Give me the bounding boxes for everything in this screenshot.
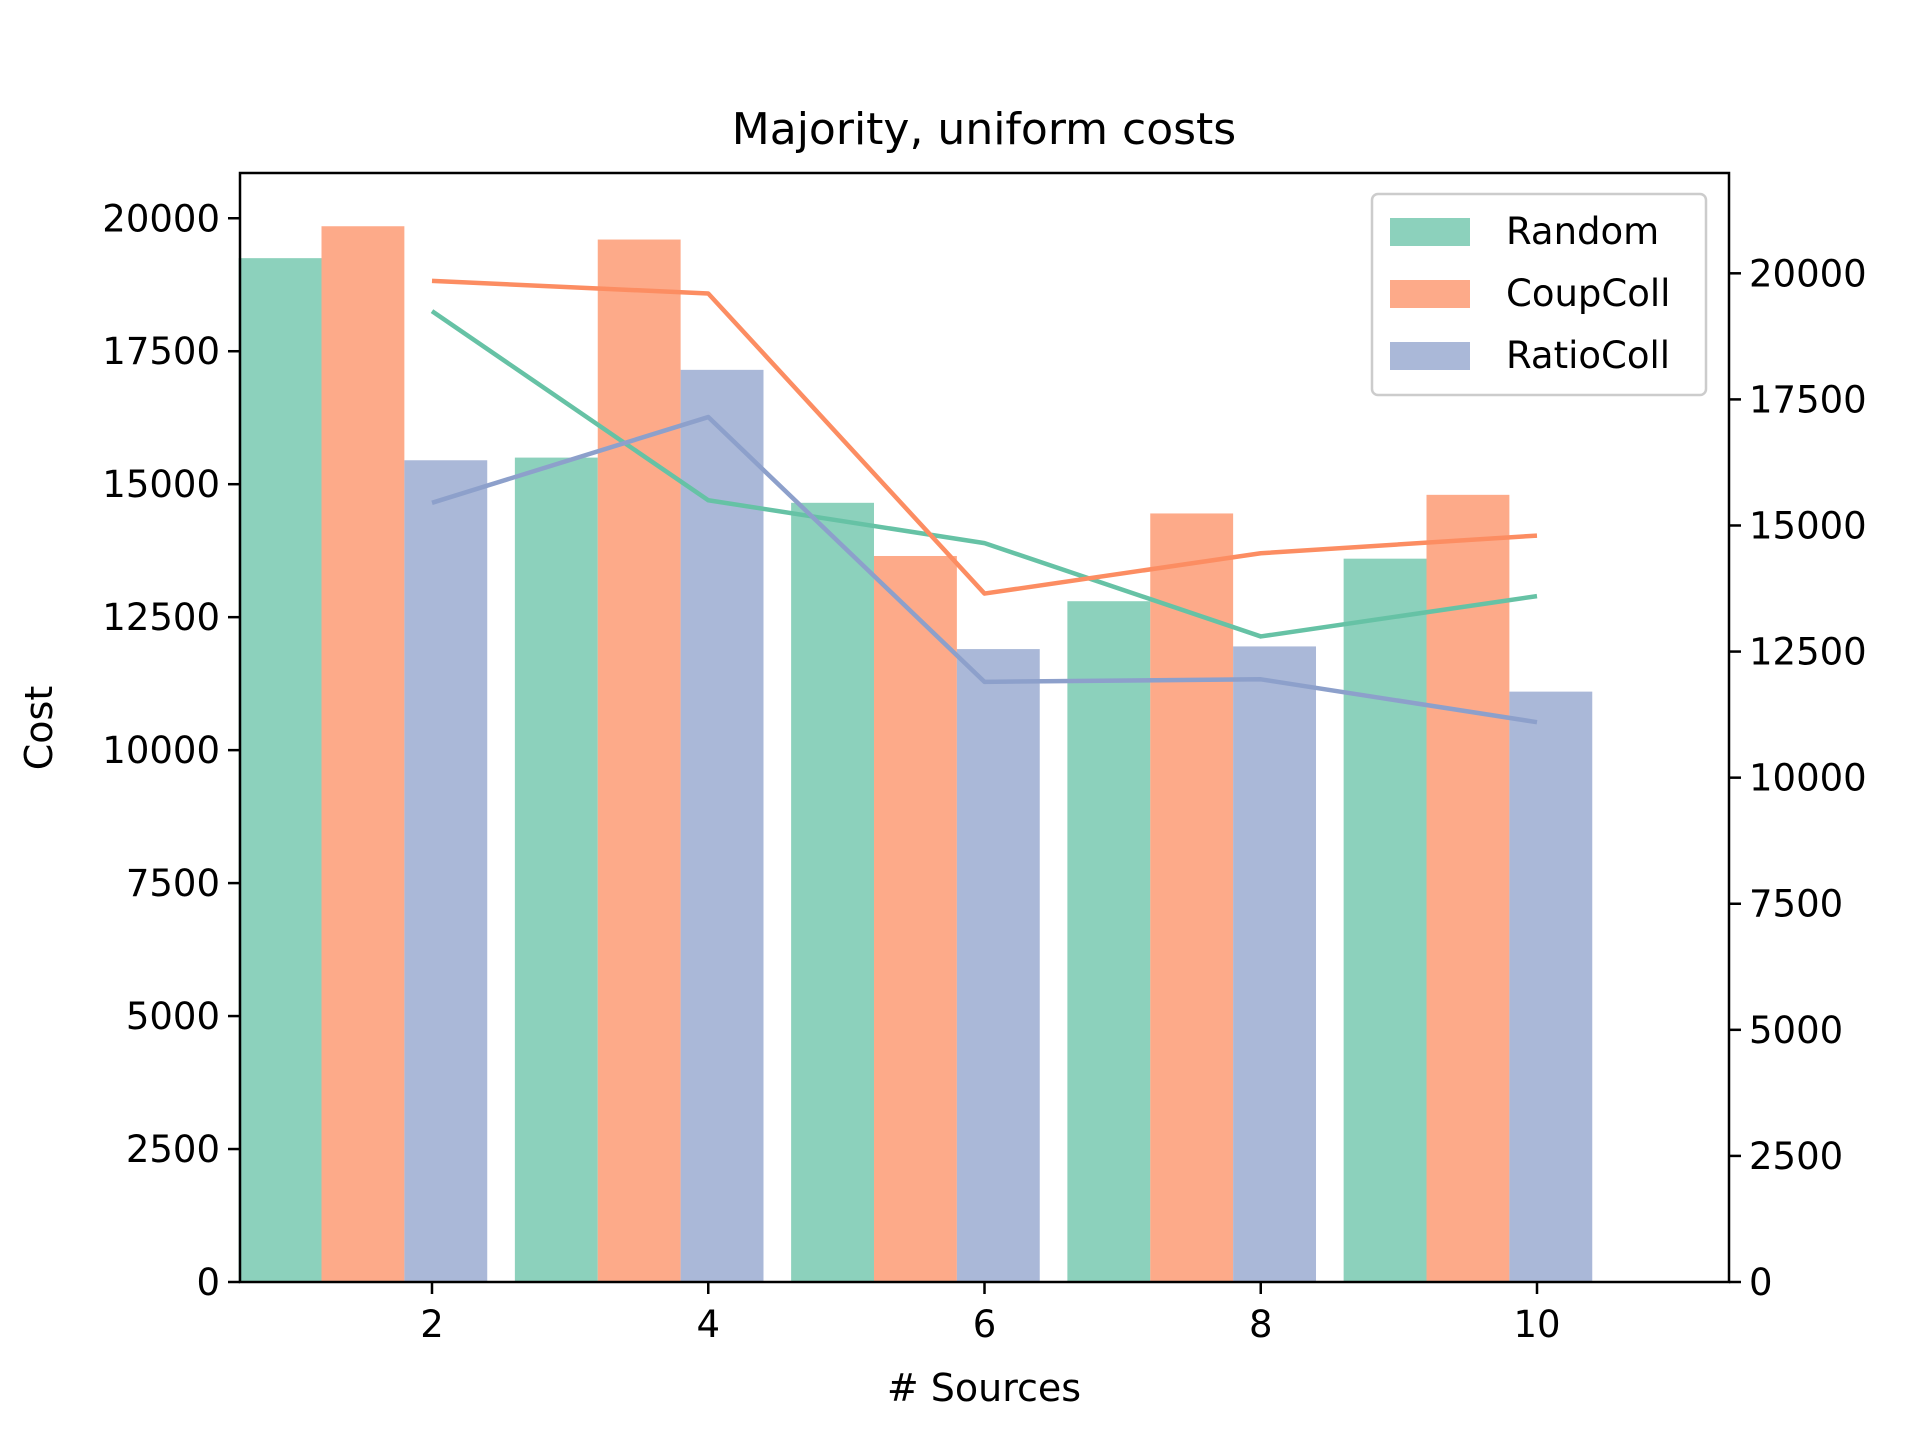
y-tick-label: 10000 bbox=[102, 729, 220, 772]
bar-ratiocoll-4 bbox=[680, 369, 764, 1282]
lines-layer bbox=[430, 278, 1538, 725]
y2-tick-label: 5000 bbox=[1749, 1009, 1843, 1052]
x-tick-label: 8 bbox=[1249, 1303, 1273, 1346]
y-tick-label: 2500 bbox=[126, 1128, 220, 1171]
y2-tick-label: 15000 bbox=[1749, 504, 1867, 547]
x-tick-label: 2 bbox=[420, 1303, 444, 1346]
y-axis-right: 0 2500 5000 7500 10000 12500 15000 17500 20000 bbox=[1729, 252, 1867, 1304]
bar-random-6 bbox=[791, 502, 874, 1282]
y-tick-label: 15000 bbox=[102, 463, 220, 506]
x-tick-label: 6 bbox=[973, 1303, 997, 1346]
y-tick-label: 5000 bbox=[126, 995, 220, 1038]
chart-title: Majority, uniform costs bbox=[732, 104, 1236, 155]
y-tick-label: 17500 bbox=[102, 330, 220, 373]
y2-tick-label: 2500 bbox=[1749, 1135, 1843, 1178]
line-random bbox=[430, 309, 1538, 639]
bars-layer bbox=[238, 226, 1593, 1282]
y-tick-label: 7500 bbox=[126, 862, 220, 905]
y2-tick-label: 7500 bbox=[1749, 883, 1843, 926]
legend-label-ratiocoll: RatioColl bbox=[1506, 334, 1670, 377]
x-tick-label: 10 bbox=[1513, 1303, 1560, 1346]
y2-tick-label: 17500 bbox=[1749, 378, 1867, 421]
y2-tick-label: 10000 bbox=[1749, 757, 1867, 800]
x-tick-label: 4 bbox=[696, 1303, 720, 1346]
y2-tick-label: 12500 bbox=[1749, 631, 1867, 674]
bar-coupcoll-2 bbox=[321, 226, 405, 1282]
y-tick-label: 20000 bbox=[102, 197, 220, 240]
bar-ratiocoll-10 bbox=[1509, 691, 1593, 1282]
y2-tick-label: 20000 bbox=[1749, 252, 1867, 295]
legend-label-coupcoll: CoupColl bbox=[1506, 272, 1670, 315]
bar-random-10 bbox=[1343, 558, 1427, 1282]
y-axis-left: 0 2500 5000 7500 10000 12500 15000 17500 20000 bbox=[102, 197, 240, 1304]
line-coupcoll bbox=[431, 278, 1538, 596]
legend: Random CoupColl RatioColl bbox=[1370, 192, 1708, 397]
bar-ratiocoll-2 bbox=[404, 460, 488, 1282]
bar-coupcoll-8 bbox=[1150, 513, 1234, 1282]
bar-random-2 bbox=[238, 258, 322, 1282]
legend-label-random: Random bbox=[1506, 210, 1659, 253]
y-tick-label: 0 bbox=[196, 1261, 220, 1304]
bar-coupcoll-4 bbox=[597, 239, 681, 1282]
x-axis-label: # Sources bbox=[887, 1366, 1081, 1410]
x-axis: 2 4 6 8 10 bbox=[420, 1282, 1561, 1346]
bar-ratiocoll-6 bbox=[956, 649, 1040, 1282]
bar-random-8 bbox=[1067, 601, 1151, 1282]
bar-ratiocoll-8 bbox=[1233, 646, 1317, 1282]
bar-coupcoll-6 bbox=[873, 555, 957, 1282]
bar-coupcoll-10 bbox=[1426, 494, 1510, 1282]
y-tick-label: 12500 bbox=[102, 596, 220, 639]
bar-random-4 bbox=[514, 457, 598, 1282]
legend-swatch-random bbox=[1390, 218, 1470, 246]
y2-tick-label: 0 bbox=[1749, 1261, 1773, 1304]
legend-swatch-ratiocoll bbox=[1390, 342, 1470, 370]
legend-swatch-coupcoll bbox=[1390, 280, 1470, 308]
y-axis-label: Cost bbox=[17, 686, 61, 770]
line-ratiocoll bbox=[431, 414, 1538, 725]
